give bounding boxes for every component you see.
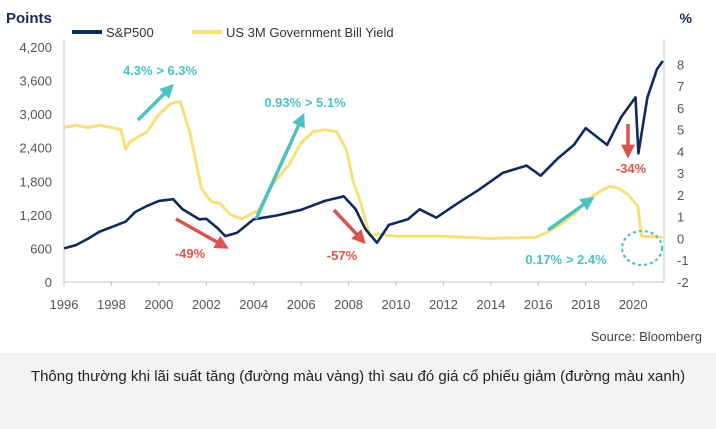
highlight-circle xyxy=(620,229,664,267)
y-left-tick-label: 1,200 xyxy=(19,208,52,223)
rise-arrow xyxy=(546,196,595,232)
legend-label-yield: US 3M Government Bill Yield xyxy=(226,25,394,40)
x-tick-label: 2006 xyxy=(287,297,316,312)
x-tick-label: 1998 xyxy=(97,297,126,312)
drop-arrow xyxy=(175,217,229,249)
chart: Points % 0 600 1,200 1,800 2,400 3,000 3,600 4,20… xyxy=(6,10,702,344)
drop-annotation-label: -34% xyxy=(616,161,647,176)
y-right-tick-label: 0 xyxy=(677,231,684,246)
y-left-tick-label: 0 xyxy=(45,275,52,290)
x-tick-label: 2000 xyxy=(144,297,173,312)
left-axis-title: Points xyxy=(6,10,52,27)
right-axis-title: % xyxy=(680,10,693,26)
y-left-tick-label: 4,200 xyxy=(19,40,52,55)
drop-annotation-label: -49% xyxy=(175,246,206,261)
y-left-tick-label: 3,000 xyxy=(19,107,52,122)
rise-annotation-label: 0.93% > 5.1% xyxy=(264,95,346,110)
y-left-tick-label: 600 xyxy=(30,241,52,256)
yield-line xyxy=(63,99,663,240)
x-tick-label: 2014 xyxy=(476,297,505,312)
x-tick-label: 2012 xyxy=(429,297,458,312)
rise-annotation-label: 0.17% > 2.4% xyxy=(525,252,607,267)
chart-area: Points% 0 600 1,200 1,800 2,400 3,000 3,600 4,20… xyxy=(6,10,702,344)
x-tick-label: 2002 xyxy=(192,297,221,312)
y-right-tick-label: -2 xyxy=(677,275,689,290)
rise-annotation-label: 4.3% > 6.3% xyxy=(123,63,198,78)
x-tick-label: 2008 xyxy=(334,297,363,312)
caption-box: Thông thường khi lãi suất tăng (đường mà… xyxy=(0,353,716,429)
y-left-tick-label: 3,600 xyxy=(19,74,52,89)
y-right-tick-label: 7 xyxy=(677,79,684,94)
rise-arrow xyxy=(254,112,305,220)
x-tick-label: 2018 xyxy=(571,297,600,312)
sp500-line xyxy=(63,60,664,250)
y-right-tick-label: 5 xyxy=(677,123,684,138)
y-right-tick-label: -1 xyxy=(677,253,689,268)
legend-label-sp500: S&P500 xyxy=(106,25,154,40)
y-right-tick-label: 2 xyxy=(677,188,684,203)
source-label: Source: Bloomberg xyxy=(591,329,702,344)
y-left-tick-label: 1,800 xyxy=(19,174,52,189)
x-tick-label: 2020 xyxy=(619,297,648,312)
y-right-tick-label: 6 xyxy=(677,101,684,116)
rise-arrow xyxy=(136,84,174,122)
y-right-tick-label: 1 xyxy=(677,210,684,225)
y-left-tick-label: 2,400 xyxy=(19,141,52,156)
drop-annotation-label: -57% xyxy=(327,248,358,263)
x-tick-label: 2004 xyxy=(239,297,268,312)
x-tick-label: 2016 xyxy=(524,297,553,312)
y-right-tick-label: 4 xyxy=(677,144,684,159)
y-right-tick-label: 8 xyxy=(677,57,684,72)
drop-arrow xyxy=(332,208,366,245)
x-tick-label: 1996 xyxy=(50,297,79,312)
x-tick-label: 2010 xyxy=(382,297,411,312)
caption-text: Thông thường khi lãi suất tăng (đường mà… xyxy=(30,368,686,385)
y-right-tick-label: 3 xyxy=(677,166,684,181)
